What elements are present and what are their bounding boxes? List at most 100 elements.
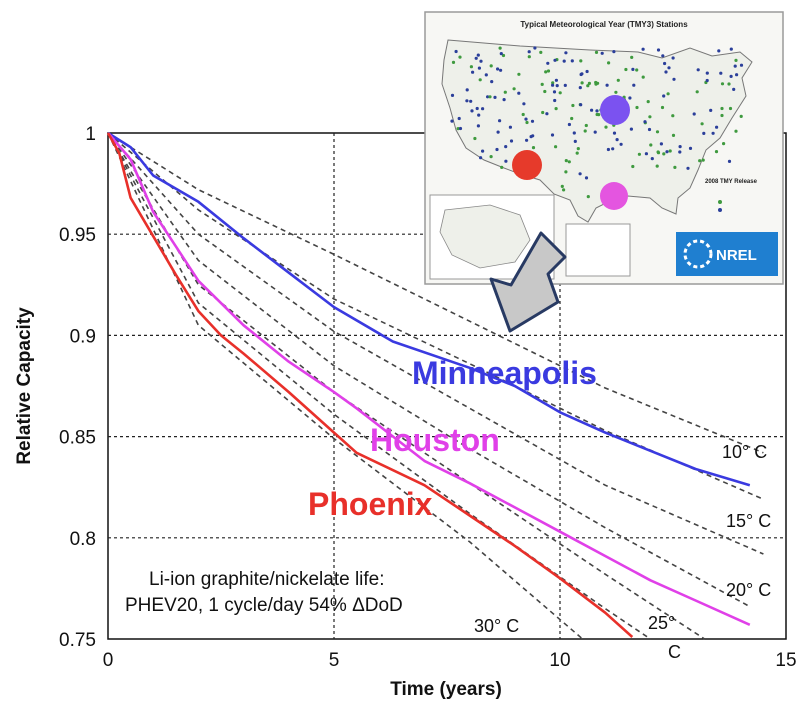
station-dot <box>595 112 599 117</box>
station-dot <box>481 107 485 111</box>
station-dot <box>499 52 503 56</box>
station-dot <box>469 65 473 69</box>
station-dot <box>648 115 652 119</box>
us-map-outline <box>441 39 753 223</box>
station-map-inset: Typical Meteorological Year (TMY3) Stati… <box>424 11 784 285</box>
station-dot <box>508 125 512 129</box>
fit-curve-5 <box>107 132 651 640</box>
station-dot <box>729 47 733 51</box>
station-dot <box>521 112 525 117</box>
station-dot <box>469 99 473 103</box>
station-dot <box>701 158 705 162</box>
station-dot <box>698 159 702 163</box>
station-dot <box>672 77 676 81</box>
station-dot <box>465 88 469 92</box>
hawaii-inset-box <box>565 223 631 277</box>
station-dot <box>624 67 628 72</box>
station-dot <box>471 70 475 74</box>
station-dot <box>545 112 549 116</box>
station-dot <box>734 129 738 133</box>
station-dot <box>539 50 543 55</box>
station-dot <box>498 46 502 50</box>
station-dot <box>562 59 566 63</box>
station-dot <box>580 81 584 85</box>
station-dot <box>720 106 724 111</box>
station-dot <box>678 150 682 154</box>
station-dot <box>498 119 502 123</box>
station-dot <box>611 147 615 151</box>
station-dot <box>465 99 469 103</box>
station-dot <box>655 130 660 134</box>
station-dot <box>739 114 743 118</box>
fit-curve-0 <box>107 132 764 454</box>
station-dot <box>735 73 739 77</box>
station-dot <box>504 145 508 149</box>
station-dot <box>509 139 514 143</box>
station-dot <box>525 120 529 125</box>
station-dot <box>600 51 604 55</box>
station-dot <box>486 95 490 99</box>
station-dot <box>705 71 709 75</box>
station-dot <box>500 165 504 169</box>
station-dot <box>554 145 558 149</box>
station-dot <box>665 150 669 154</box>
station-dot <box>733 64 737 68</box>
station-dot <box>705 78 709 83</box>
station-dot <box>714 150 719 154</box>
station-dot <box>567 122 572 127</box>
station-dot <box>671 114 675 118</box>
station-dot <box>606 147 611 152</box>
station-dot <box>631 164 635 169</box>
station-dot <box>722 142 726 146</box>
station-dot <box>576 147 580 151</box>
temp-label-25c: 25° <box>648 613 675 633</box>
station-dot <box>649 143 653 147</box>
temp-label-25c-unit: C <box>668 642 681 662</box>
station-dot <box>593 130 597 134</box>
station-dot <box>720 82 725 86</box>
station-dot <box>590 108 594 112</box>
station-dot <box>517 91 521 95</box>
station-dot <box>554 78 559 82</box>
y-tick-label: 0.8 <box>70 529 96 550</box>
station-dot <box>696 68 700 72</box>
station-dot <box>564 159 568 163</box>
station-dot <box>709 108 713 112</box>
station-dot <box>564 170 568 174</box>
station-dot <box>546 69 551 73</box>
station-dot <box>729 74 733 78</box>
fit-curve-6 <box>107 132 584 640</box>
station-dot <box>579 103 583 107</box>
station-dot <box>734 58 738 63</box>
station-dot <box>635 68 639 72</box>
station-dot <box>686 166 690 170</box>
station-dot <box>560 184 564 188</box>
station-dot <box>457 116 461 121</box>
station-dot <box>496 67 500 71</box>
station-dot <box>525 138 529 142</box>
station-dot <box>451 60 456 64</box>
station-dot <box>499 68 503 72</box>
station-dot <box>720 113 724 118</box>
station-dot <box>490 80 494 84</box>
station-dot <box>454 49 458 54</box>
alaska-outline <box>439 204 531 269</box>
axis-ticks: 0 5 10 15 1 0.95 0.9 0.85 0.8 0.75 <box>59 124 797 671</box>
station-dot <box>502 98 506 102</box>
station-dot <box>450 93 455 97</box>
series-line-minneapolis <box>107 131 751 487</box>
minneapolis-marker <box>600 95 630 125</box>
station-dot <box>470 109 474 113</box>
station-dot <box>488 95 492 99</box>
station-dot <box>584 123 588 128</box>
y-axis-title: Relative Capacity <box>14 307 35 465</box>
station-dot <box>458 126 463 131</box>
station-dot <box>688 146 693 150</box>
station-dot <box>572 131 576 135</box>
station-dot <box>555 84 559 88</box>
station-dot <box>501 53 506 58</box>
station-dot <box>544 70 548 74</box>
station-dot <box>643 120 647 124</box>
station-dot <box>531 146 536 150</box>
station-dot <box>578 86 582 90</box>
